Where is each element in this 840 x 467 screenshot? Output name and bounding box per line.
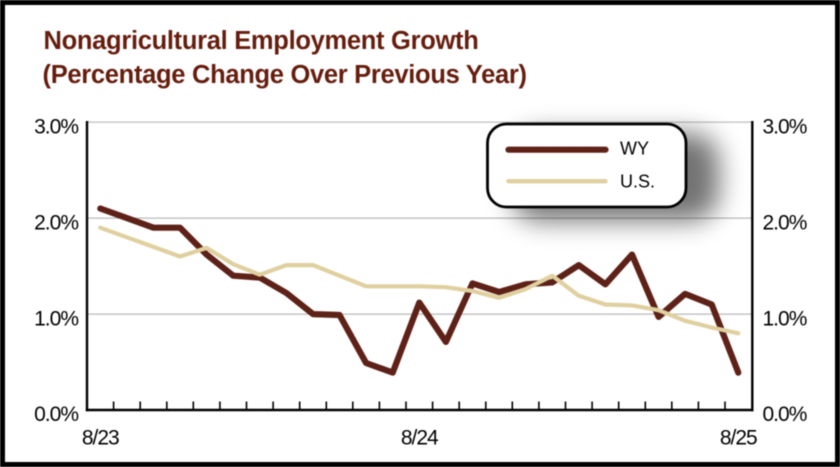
svg-text:WY: WY bbox=[620, 138, 649, 158]
svg-text:8/24: 8/24 bbox=[401, 426, 439, 449]
svg-text:8/23: 8/23 bbox=[82, 426, 119, 449]
svg-text:0.0%: 0.0% bbox=[34, 403, 78, 426]
svg-text:U.S.: U.S. bbox=[620, 172, 655, 192]
svg-text:3.0%: 3.0% bbox=[34, 115, 78, 138]
svg-text:8/25: 8/25 bbox=[720, 426, 757, 449]
svg-text:Nonagricultural Employment Gro: Nonagricultural Employment Growth bbox=[44, 27, 479, 55]
svg-text:1.0%: 1.0% bbox=[763, 307, 807, 330]
svg-text:0.0%: 0.0% bbox=[763, 403, 807, 426]
svg-text:2.0%: 2.0% bbox=[34, 211, 78, 234]
svg-text:3.0%: 3.0% bbox=[763, 115, 807, 138]
svg-text:1.0%: 1.0% bbox=[34, 307, 78, 330]
svg-text:(Percentage Change Over Previo: (Percentage Change Over Previous Year) bbox=[43, 61, 527, 89]
svg-text:2.0%: 2.0% bbox=[763, 211, 807, 234]
